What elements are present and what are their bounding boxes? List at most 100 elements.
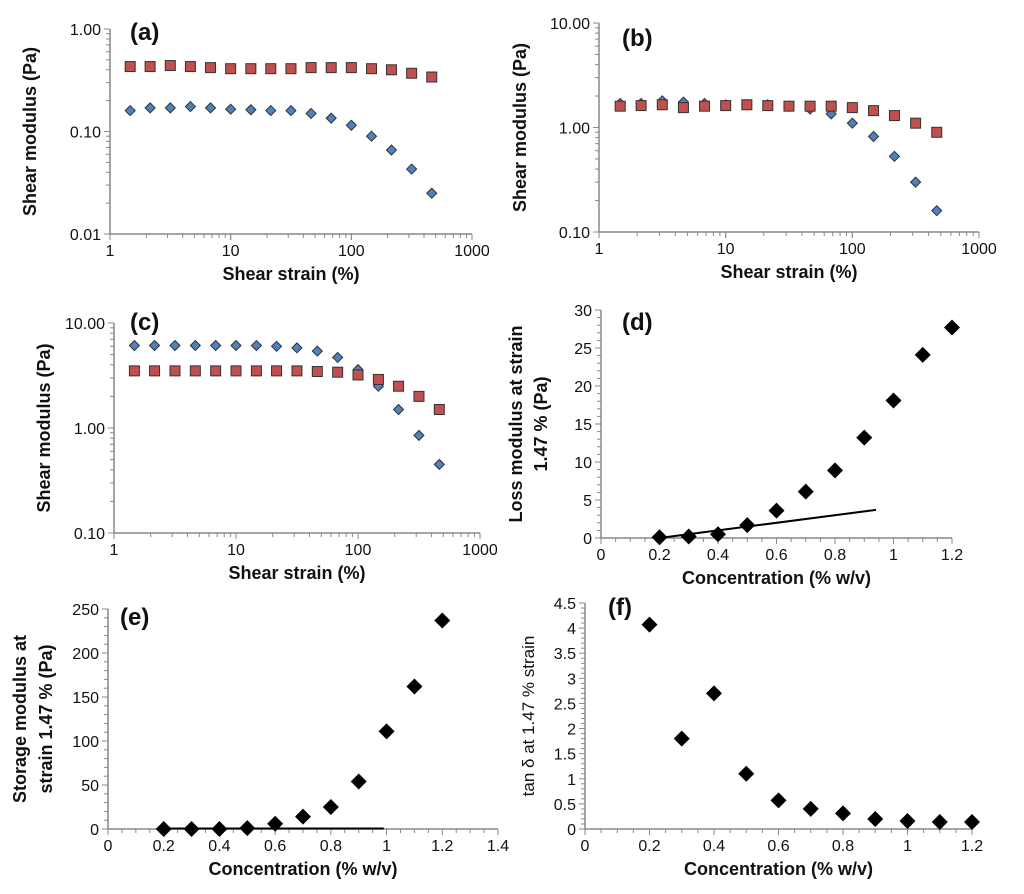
data-point-diamond xyxy=(285,104,297,117)
data-point-diamond xyxy=(305,107,317,120)
data-point-diamond xyxy=(426,187,438,199)
data-point-square xyxy=(825,100,837,112)
x-tick-label: 0.2 xyxy=(638,838,660,855)
y-tick-label: 1.00 xyxy=(559,121,590,138)
x-tick-label: 100 xyxy=(338,243,365,260)
y-axis-title: strain 1.47 % (Pa) xyxy=(36,644,56,793)
x-tick-label: 1 xyxy=(595,241,604,258)
data-point-square xyxy=(210,365,222,377)
y-tick-label: 10.00 xyxy=(550,16,590,33)
data-point-diamond xyxy=(385,144,398,156)
panel-e: 0 0.2 0.4 0.6 0.8 1 1.2 1.4 0 50 100 150 200 250 Conce… xyxy=(10,602,509,879)
y-tick-label: 0.10 xyxy=(559,225,590,242)
data-point-diamond xyxy=(835,805,851,822)
y-tick-label: 1.00 xyxy=(74,421,105,438)
y-tick-label: 250 xyxy=(72,602,99,619)
x-tick-label: 1 xyxy=(903,838,912,855)
y-tick-label: 30 xyxy=(574,303,592,320)
data-point-diamond xyxy=(209,339,222,352)
x-tick-label: 1.2 xyxy=(431,838,453,855)
data-point-diamond xyxy=(413,429,425,442)
panel-label: (e) xyxy=(120,604,149,631)
data-point-square xyxy=(413,390,425,402)
data-point-diamond xyxy=(230,339,242,352)
data-point-diamond xyxy=(706,685,722,702)
data-point-diamond xyxy=(189,339,202,352)
data-point-square xyxy=(225,63,237,75)
x-tick-label: 0.8 xyxy=(320,838,342,855)
x-tick-label: 10 xyxy=(717,241,735,258)
y-tick-label: 5 xyxy=(583,493,592,510)
panel-label: (f) xyxy=(608,594,632,621)
data-point-diamond xyxy=(211,821,228,837)
data-point-square xyxy=(144,61,156,73)
y-axis-title: Loss modulus at strain xyxy=(506,325,526,522)
panel-label: (b) xyxy=(622,25,653,52)
y-tick-label: 4 xyxy=(567,621,576,638)
data-point-diamond xyxy=(433,458,446,471)
x-axis-title: Concentration (% w/v) xyxy=(682,568,871,588)
data-point-square xyxy=(169,365,181,377)
data-point-diamond xyxy=(204,102,217,114)
data-point-diamond xyxy=(267,815,284,832)
data-point-diamond xyxy=(909,176,922,188)
data-point-diamond xyxy=(169,339,181,352)
data-point-diamond xyxy=(710,526,726,543)
y-tick-label: 0 xyxy=(90,822,99,839)
trendline xyxy=(659,508,877,539)
data-point-square xyxy=(741,99,753,111)
data-point-diamond xyxy=(350,773,367,790)
data-point-square xyxy=(311,366,323,378)
y-axis-title: Storage modulus at xyxy=(10,635,30,803)
data-point-square xyxy=(677,102,689,114)
data-point-square xyxy=(393,380,405,392)
y-tick-label: 1 xyxy=(567,772,576,789)
data-point-diamond xyxy=(931,813,948,830)
data-point-square xyxy=(366,63,378,75)
data-point-square xyxy=(332,366,344,378)
data-point-square xyxy=(783,100,795,112)
data-point-square xyxy=(372,373,384,385)
y-tick-label: 0.5 xyxy=(554,797,576,814)
data-point-square xyxy=(149,365,161,377)
data-point-diamond xyxy=(641,616,658,633)
data-point-square xyxy=(230,365,242,377)
y-axis-title: Shear modulus (Pa) xyxy=(20,47,40,216)
data-point-diamond xyxy=(270,340,283,353)
y-tick-label: 3.5 xyxy=(554,646,576,663)
panel-d: 0 0.2 0.4 0.6 0.8 1 1.2 0 5 10 15 20 25 30 Concentrati… xyxy=(506,303,963,588)
x-tick-label: 1 xyxy=(382,838,391,855)
data-point-diamond xyxy=(164,102,177,114)
data-point-square xyxy=(888,110,900,122)
x-tick-label: 10 xyxy=(222,243,240,260)
data-point-square xyxy=(250,365,262,377)
x-tick-label: 0 xyxy=(104,838,113,855)
data-point-square xyxy=(189,365,201,377)
data-point-diamond xyxy=(148,339,161,352)
data-point-square xyxy=(762,100,774,112)
y-tick-label: 50 xyxy=(81,778,99,795)
x-tick-label: 0 xyxy=(581,838,590,855)
panel-label: (d) xyxy=(622,309,653,336)
x-tick-label: 0.8 xyxy=(824,547,846,564)
data-point-square xyxy=(656,99,668,111)
data-point-diamond xyxy=(738,765,755,782)
y-tick-label: 15 xyxy=(574,417,592,434)
data-point-diamond xyxy=(964,813,980,830)
x-tick-label: 0.6 xyxy=(767,838,789,855)
data-point-square xyxy=(931,126,943,138)
y-tick-label: 0.10 xyxy=(70,125,101,142)
data-point-diamond xyxy=(827,462,843,479)
y-tick-label: 150 xyxy=(72,690,99,707)
data-point-diamond xyxy=(673,730,690,747)
data-point-square xyxy=(184,61,196,73)
data-point-square xyxy=(699,100,711,112)
data-point-diamond xyxy=(885,392,902,409)
data-point-diamond xyxy=(378,723,395,740)
y-tick-label: 1.00 xyxy=(70,22,101,39)
y-axis-title: Shear modulus (Pa) xyxy=(34,343,54,512)
x-tick-label: 0.2 xyxy=(153,838,175,855)
data-point-diamond xyxy=(867,810,884,827)
x-axis-title: Concentration (% w/v) xyxy=(684,859,873,879)
